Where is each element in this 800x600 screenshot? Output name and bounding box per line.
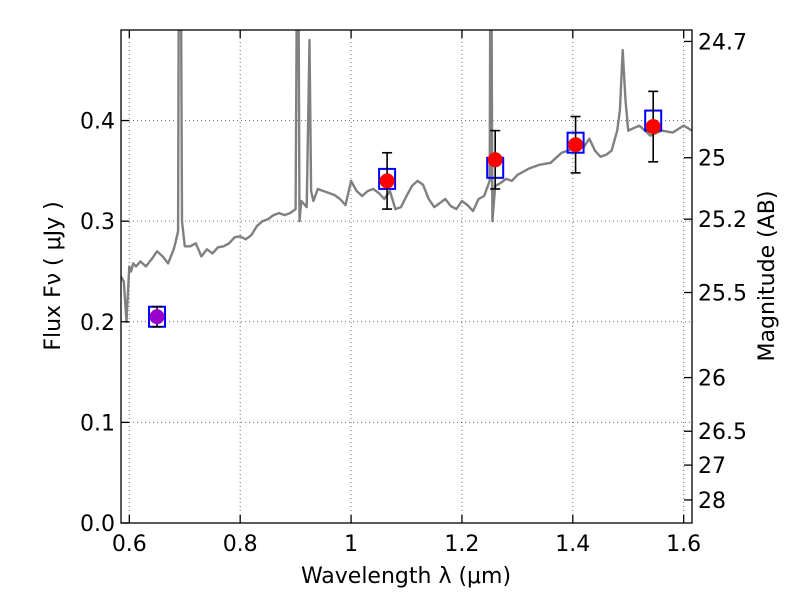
y-tick-label: 0.0 bbox=[80, 512, 115, 537]
y2-tick-label: 24.7 bbox=[698, 30, 747, 55]
x-tick-label: 1 bbox=[344, 532, 358, 557]
y-axis-label: Flux Fν ( μJy ) bbox=[41, 201, 66, 350]
photometry-point bbox=[379, 173, 395, 189]
x-tick-label: 1.4 bbox=[555, 532, 590, 557]
y2-tick-label: 26.5 bbox=[698, 420, 747, 445]
photometry-point bbox=[645, 119, 661, 135]
plot-frame bbox=[120, 29, 693, 524]
photometry-point-purple bbox=[149, 309, 165, 325]
y-tick-label: 0.3 bbox=[80, 210, 115, 235]
x-tick-label: 1.2 bbox=[444, 532, 479, 557]
x-tick-label: 0.6 bbox=[112, 532, 147, 557]
y2-tick-label: 27 bbox=[698, 454, 726, 479]
photometry-point bbox=[568, 137, 584, 153]
y-axis-ticks: 0.0 0.1 0.2 0.3 0.4 bbox=[80, 110, 129, 537]
y2-tick-label: 28 bbox=[698, 489, 726, 514]
y2-axis-label: Magnitude (AB) bbox=[755, 191, 780, 362]
x-axis-ticks: 0.6 0.8 1 1.2 1.4 1.6 bbox=[112, 30, 701, 557]
y-tick-label: 0.2 bbox=[80, 311, 115, 336]
y2-tick-label: 26 bbox=[698, 367, 726, 392]
y2-axis-ticks: 24.7 25 25.2 25.5 26 26.5 27 28 bbox=[684, 30, 747, 514]
y2-tick-label: 25.5 bbox=[698, 282, 747, 307]
x-axis-label: Wavelength λ (μm) bbox=[301, 564, 511, 589]
y2-tick-label: 25.2 bbox=[698, 208, 747, 233]
model-spectrum-line bbox=[121, 30, 692, 323]
photometry-point bbox=[487, 152, 503, 168]
y-tick-label: 0.1 bbox=[80, 411, 115, 436]
observed-points bbox=[149, 119, 661, 325]
y-tick-label: 0.4 bbox=[80, 110, 115, 135]
x-tick-label: 1.6 bbox=[666, 532, 701, 557]
y2-tick-label: 25 bbox=[698, 147, 726, 172]
plot-area bbox=[121, 30, 692, 328]
x-tick-label: 0.8 bbox=[223, 532, 258, 557]
